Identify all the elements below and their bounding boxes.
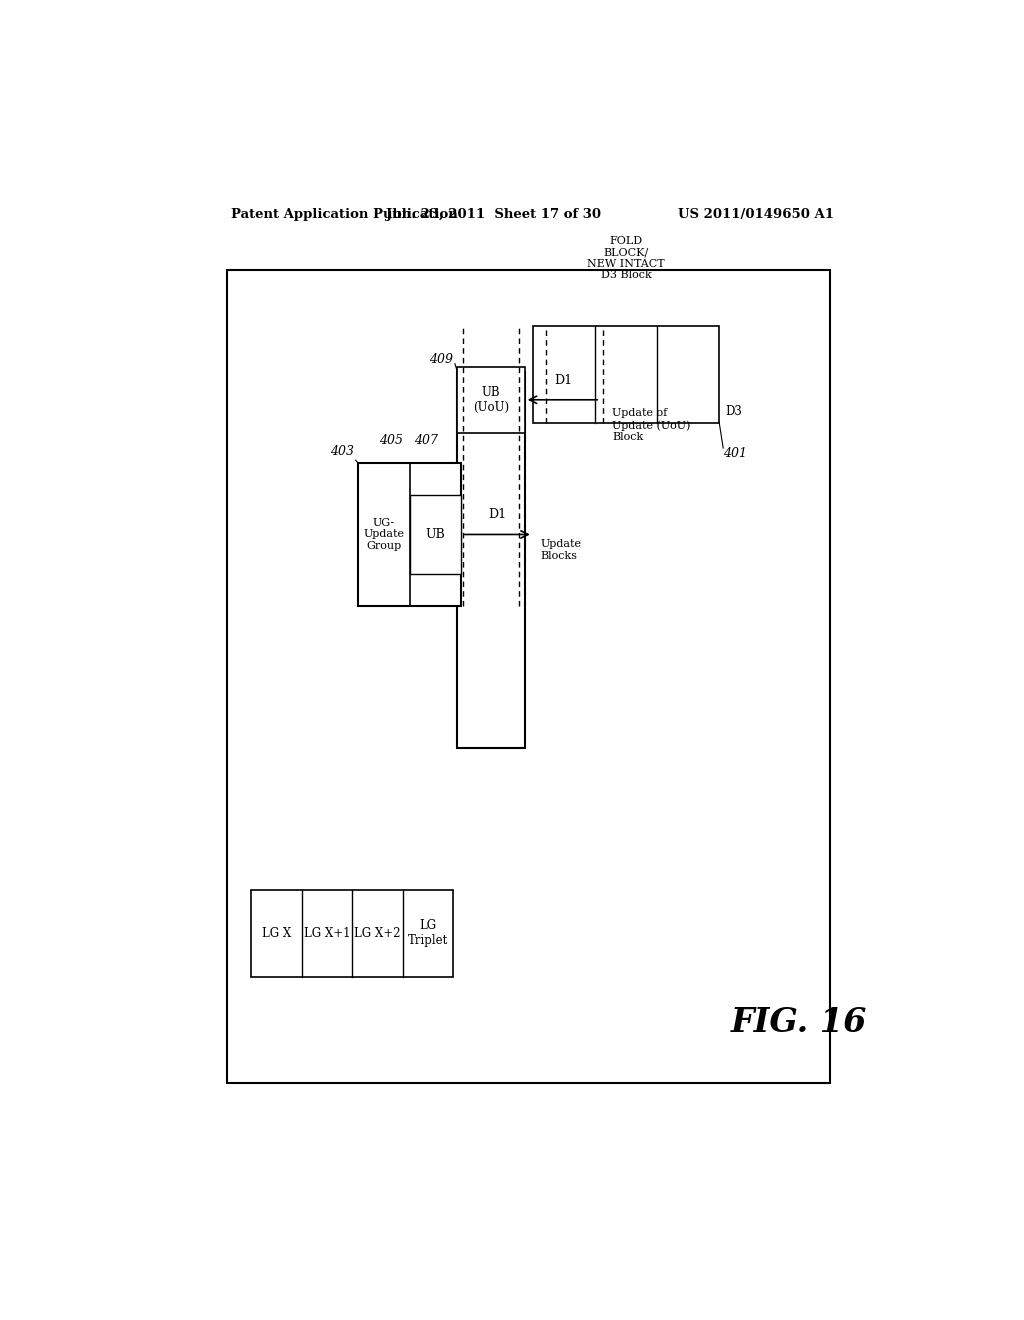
Text: Update of
Update (UoU)
Block: Update of Update (UoU) Block [612, 408, 690, 442]
Text: D3: D3 [726, 405, 742, 417]
Text: 405: 405 [379, 434, 403, 447]
Text: FOLD
BLOCK/
NEW INTACT
D3 Block: FOLD BLOCK/ NEW INTACT D3 Block [587, 235, 665, 280]
Text: 401: 401 [723, 446, 748, 459]
Text: Update
Blocks: Update Blocks [541, 539, 582, 561]
Text: FIG. 16: FIG. 16 [730, 1006, 866, 1039]
Bar [227, 271, 830, 1084]
Bar [410, 495, 461, 574]
Bar [251, 890, 454, 977]
Text: LG X: LG X [262, 927, 291, 940]
Text: Patent Application Publication: Patent Application Publication [231, 207, 458, 220]
Text: D1: D1 [488, 508, 506, 521]
Text: 409: 409 [429, 354, 454, 366]
Bar [458, 372, 524, 748]
Text: UB
(UoU): UB (UoU) [473, 385, 509, 413]
Text: LG X+1: LG X+1 [304, 927, 350, 940]
Bar [458, 367, 524, 433]
Text: UG-
Update
Group: UG- Update Group [364, 517, 404, 550]
Text: UB: UB [426, 528, 445, 541]
Text: LG
Triplet: LG Triplet [408, 920, 449, 948]
Bar [358, 463, 461, 606]
Bar [532, 326, 719, 422]
Text: LG X+2: LG X+2 [354, 927, 400, 940]
Text: D1: D1 [554, 374, 572, 387]
Text: US 2011/0149650 A1: US 2011/0149650 A1 [678, 207, 835, 220]
Text: 403: 403 [330, 445, 354, 458]
Text: 407: 407 [414, 434, 437, 447]
Text: Jun. 23, 2011  Sheet 17 of 30: Jun. 23, 2011 Sheet 17 of 30 [386, 207, 600, 220]
